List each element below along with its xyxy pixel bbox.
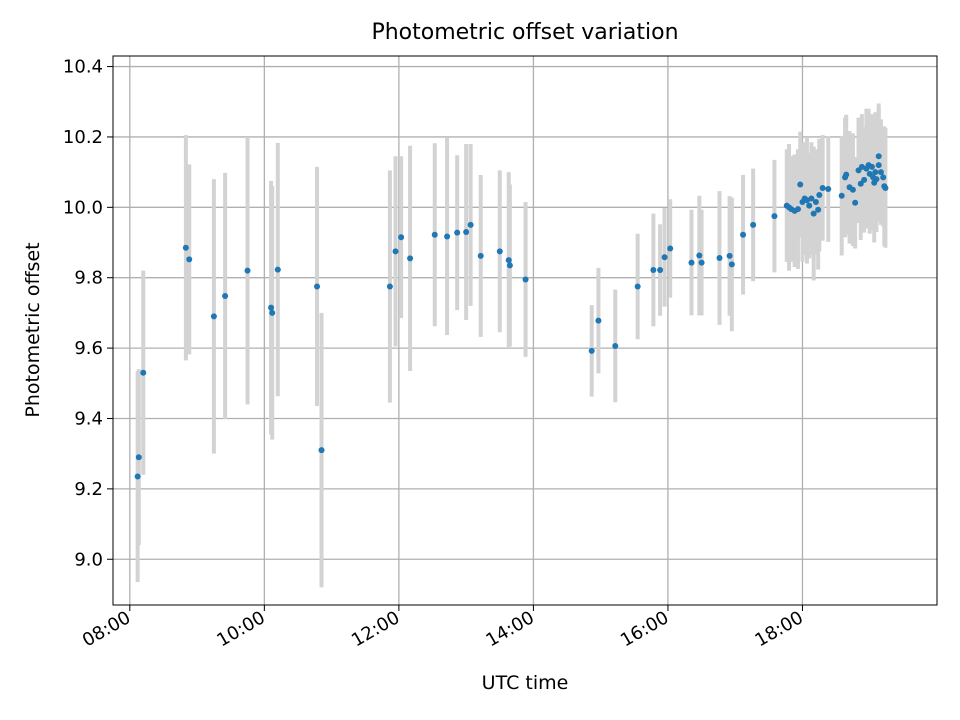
data-point — [314, 283, 321, 290]
data-point — [852, 199, 859, 206]
data-point — [667, 245, 674, 252]
error-bars — [135, 103, 888, 588]
data-point — [182, 244, 189, 251]
data-point — [140, 369, 147, 376]
data-point — [386, 283, 393, 290]
data-point — [318, 447, 325, 454]
data-point — [843, 171, 850, 178]
data-point — [806, 202, 813, 209]
data-point — [522, 276, 529, 283]
data-point — [728, 261, 735, 268]
data-point — [407, 255, 414, 262]
x-tick-label: 16:00 — [617, 607, 672, 651]
chart-title: Photometric offset variation — [371, 20, 679, 45]
data-point — [819, 184, 826, 191]
data-point — [771, 213, 778, 220]
data-point — [810, 210, 817, 217]
data-point — [716, 255, 723, 262]
data-point — [222, 293, 229, 300]
data-point — [431, 231, 438, 238]
data-point — [444, 233, 451, 240]
data-point — [210, 313, 217, 320]
x-tick-label: 18:00 — [752, 607, 807, 651]
data-point — [650, 266, 657, 273]
data-point — [392, 248, 399, 255]
data-point — [588, 347, 595, 354]
data-point — [269, 309, 276, 316]
data-point — [467, 221, 474, 228]
y-axis-label: Photometric offset — [22, 242, 44, 418]
data-point — [797, 181, 804, 188]
x-axis-ticks: 08:00 10:00 12:00 14:00 16:00 18:00 — [79, 605, 807, 651]
y-tick-label: 10.4 — [63, 57, 103, 78]
y-tick-label: 9.8 — [74, 268, 103, 289]
y-axis-ticks: 9.0 9.2 9.4 9.6 9.8 10.0 10.2 10.4 — [63, 57, 113, 570]
y-tick-label: 9.6 — [74, 338, 103, 359]
x-tick-label: 12:00 — [348, 607, 403, 651]
data-point — [696, 252, 703, 259]
data-point — [794, 206, 801, 213]
data-point — [815, 206, 822, 213]
x-tick-label: 14:00 — [482, 607, 537, 651]
data-point — [506, 262, 513, 269]
y-tick-label: 10.2 — [63, 127, 103, 148]
data-point — [808, 195, 815, 202]
data-point — [274, 266, 281, 273]
data-point — [877, 169, 884, 176]
data-point — [857, 180, 864, 187]
data-point — [698, 259, 705, 266]
data-point — [880, 174, 887, 181]
y-tick-label: 10.0 — [63, 197, 103, 218]
data-point — [186, 256, 193, 263]
data-point — [661, 254, 668, 261]
data-point — [849, 186, 856, 193]
data-point — [244, 267, 251, 274]
data-point — [496, 248, 503, 255]
data-point — [463, 228, 470, 235]
data-point — [477, 252, 484, 259]
y-tick-label: 9.0 — [74, 549, 103, 570]
data-point — [861, 176, 868, 183]
x-axis-label: UTC time — [481, 672, 569, 694]
data-point — [740, 231, 747, 238]
data-point — [134, 473, 141, 480]
data-point — [875, 162, 882, 169]
data-point — [612, 342, 619, 349]
data-point — [825, 186, 832, 193]
data-point — [882, 184, 889, 191]
data-point — [875, 153, 882, 160]
data-point — [872, 169, 879, 176]
x-tick-label: 10:00 — [213, 607, 268, 651]
data-point — [812, 199, 819, 206]
data-point — [135, 454, 142, 461]
data-point — [688, 259, 695, 266]
data-point — [398, 234, 405, 241]
x-tick-label: 08:00 — [79, 607, 134, 651]
data-point — [726, 252, 733, 259]
data-point — [595, 317, 602, 324]
data-point — [657, 266, 664, 273]
data-point — [268, 304, 275, 311]
data-point — [454, 229, 461, 236]
y-tick-label: 9.4 — [74, 408, 103, 429]
y-tick-label: 9.2 — [74, 479, 103, 500]
plot-frame — [112, 55, 938, 606]
data-point — [750, 221, 757, 228]
data-points — [134, 153, 889, 480]
data-point — [634, 283, 641, 290]
data-point — [838, 192, 845, 199]
data-point — [505, 257, 512, 264]
data-point — [816, 192, 823, 199]
data-point — [868, 163, 875, 170]
data-point — [873, 176, 880, 183]
